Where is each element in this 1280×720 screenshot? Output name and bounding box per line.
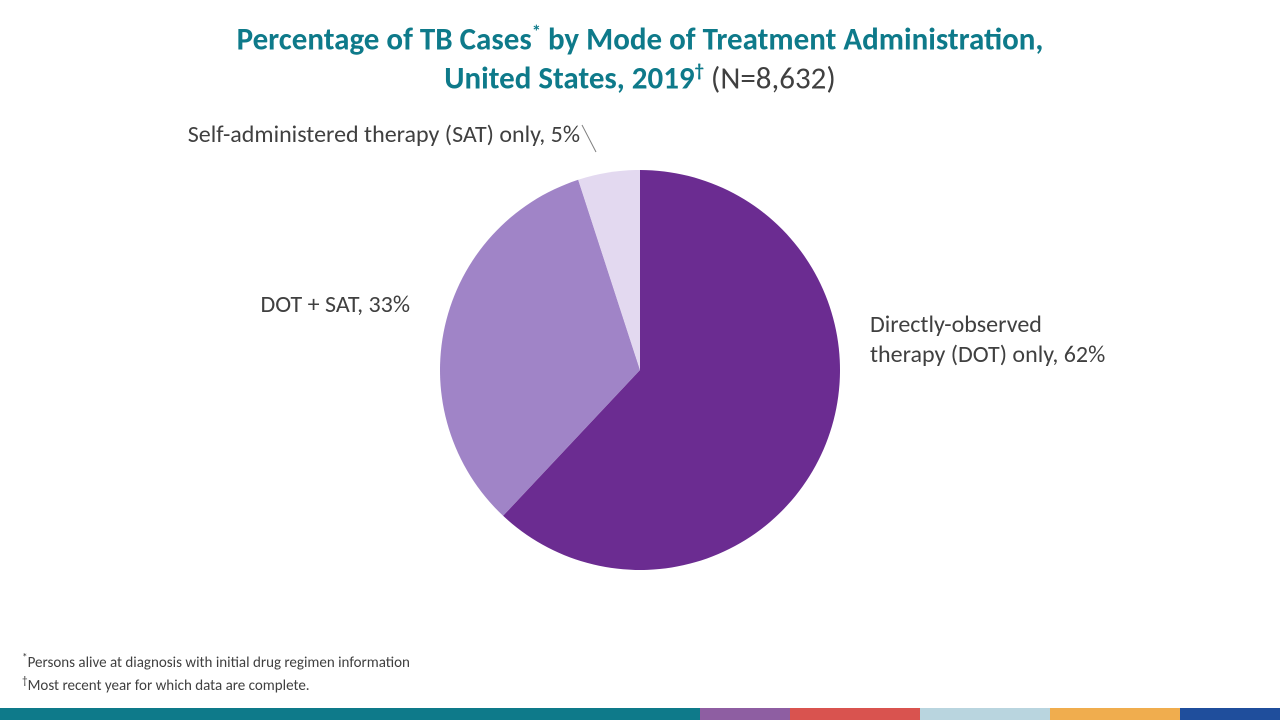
pie-chart: Directly-observedtherapy (DOT) only, 62%… bbox=[0, 110, 1280, 650]
leader-line bbox=[582, 125, 596, 152]
title-asterisk: * bbox=[532, 20, 541, 43]
chart-title: Percentage of TB Cases* by Mode of Treat… bbox=[0, 20, 1280, 98]
pie-svg bbox=[440, 170, 840, 570]
colorbar-segment bbox=[700, 708, 790, 720]
colorbar-segment bbox=[1180, 708, 1280, 720]
colorbar-segment bbox=[920, 708, 1050, 720]
footnote-text: Persons alive at diagnosis with initial … bbox=[28, 654, 410, 672]
title-paren: (N=8,632) bbox=[704, 59, 836, 97]
pie-slice-label: DOT + SAT, 33% bbox=[260, 290, 410, 320]
colorbar-segment bbox=[0, 708, 700, 720]
colorbar-segment bbox=[790, 708, 920, 720]
footnote-line: *Persons alive at diagnosis with initial… bbox=[22, 651, 410, 674]
footnote-line: †Most recent year for which data are com… bbox=[22, 674, 410, 697]
footnote-text: Most recent year for which data are comp… bbox=[28, 677, 310, 695]
title-line2a: United States, 2019 bbox=[444, 59, 694, 97]
colorbar-segment bbox=[1050, 708, 1180, 720]
pie-slice-label: Self-administered therapy (SAT) only, 5% bbox=[188, 120, 580, 150]
slide: Percentage of TB Cases* by Mode of Treat… bbox=[0, 0, 1280, 720]
title-line1b: by Mode of Treatment Administration, bbox=[541, 20, 1043, 58]
title-dagger: † bbox=[695, 59, 704, 82]
title-line1a: Percentage of TB Cases bbox=[237, 20, 532, 58]
pie-slice-label: Directly-observedtherapy (DOT) only, 62% bbox=[870, 310, 1105, 370]
footer-color-bar bbox=[0, 708, 1280, 720]
footnotes: *Persons alive at diagnosis with initial… bbox=[22, 651, 410, 696]
